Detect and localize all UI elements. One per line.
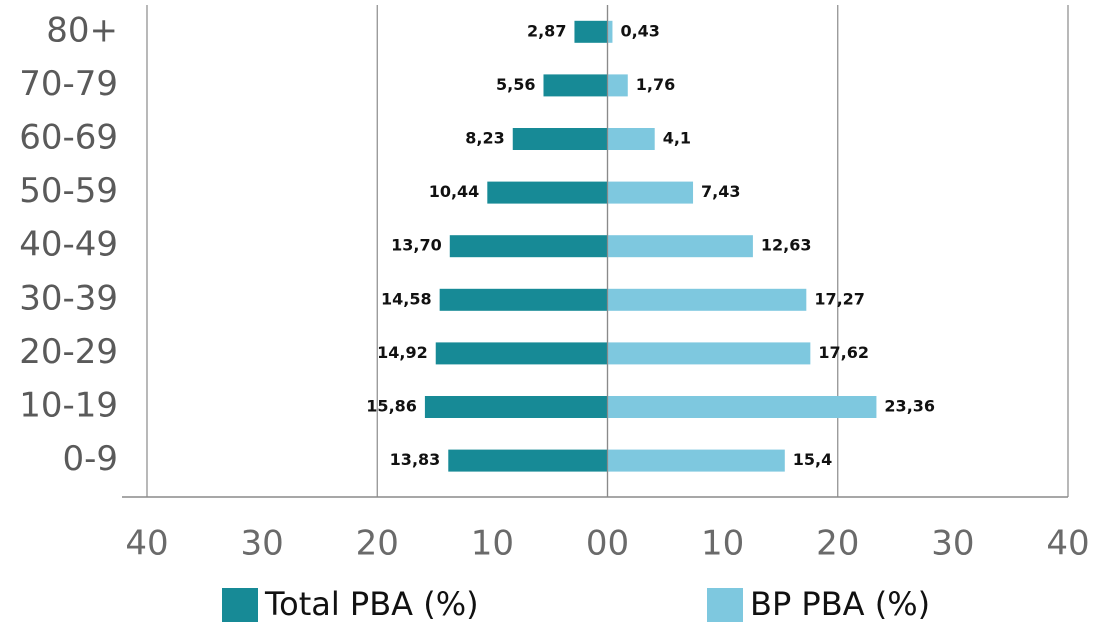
bar (607, 235, 753, 258)
category-label: 70-79 (19, 64, 118, 104)
bar (543, 74, 608, 97)
x-tick-label: 30 (931, 524, 974, 564)
bar (439, 288, 608, 311)
bar (607, 449, 785, 472)
data-label: 7,43 (701, 182, 740, 201)
x-tick-label: 40 (1046, 524, 1089, 564)
data-label: 2,87 (527, 21, 566, 40)
bar (607, 181, 694, 204)
x-tick-label: 20 (356, 524, 399, 564)
bar (435, 342, 608, 365)
x-tick-label: 20 (816, 524, 859, 564)
data-label: 14,92 (377, 343, 428, 362)
data-label: 4,1 (663, 129, 691, 148)
legend-swatch (707, 588, 743, 622)
bar (512, 128, 608, 150)
data-label: 15,86 (366, 397, 417, 416)
data-label: 13,70 (391, 236, 442, 255)
category-label: 10-19 (19, 386, 118, 426)
data-label: 8,23 (465, 129, 504, 148)
x-tick-label: 10 (471, 524, 514, 564)
bar (607, 128, 655, 150)
legend-label: BP PBA (%) (750, 585, 930, 623)
category-label: 20-29 (19, 332, 118, 372)
data-label: 10,44 (429, 182, 480, 201)
data-label: 1,76 (636, 75, 675, 94)
x-tick-label: 10 (701, 524, 744, 564)
category-label: 60-69 (19, 118, 118, 158)
bar (449, 235, 608, 258)
legend-label: Total PBA (%) (264, 585, 479, 623)
category-label: 50-59 (19, 171, 118, 211)
bar (487, 181, 608, 204)
bar (607, 20, 613, 43)
data-label: 13,83 (390, 450, 441, 469)
legend-swatch (222, 588, 258, 622)
category-label: 0-9 (62, 439, 118, 479)
data-label: 5,56 (496, 75, 535, 94)
data-label: 0,43 (620, 21, 659, 40)
bar (607, 288, 807, 311)
data-label: 17,27 (814, 289, 865, 308)
data-label: 15,4 (793, 450, 832, 469)
data-label: 23,36 (884, 397, 935, 416)
bar (607, 396, 877, 418)
x-tick-label: 00 (586, 524, 629, 564)
bar (607, 74, 628, 97)
data-label: 14,58 (381, 289, 432, 308)
x-tick-label: 30 (240, 524, 283, 564)
category-label: 80+ (46, 10, 118, 50)
category-label: 30-39 (19, 278, 118, 318)
category-label: 40-49 (19, 225, 118, 265)
x-tick-label: 40 (125, 524, 168, 564)
data-label: 12,63 (761, 236, 812, 255)
bar (424, 396, 608, 418)
bar (448, 449, 608, 472)
bar (574, 20, 608, 43)
bar (607, 342, 811, 365)
data-label: 17,62 (818, 343, 869, 362)
